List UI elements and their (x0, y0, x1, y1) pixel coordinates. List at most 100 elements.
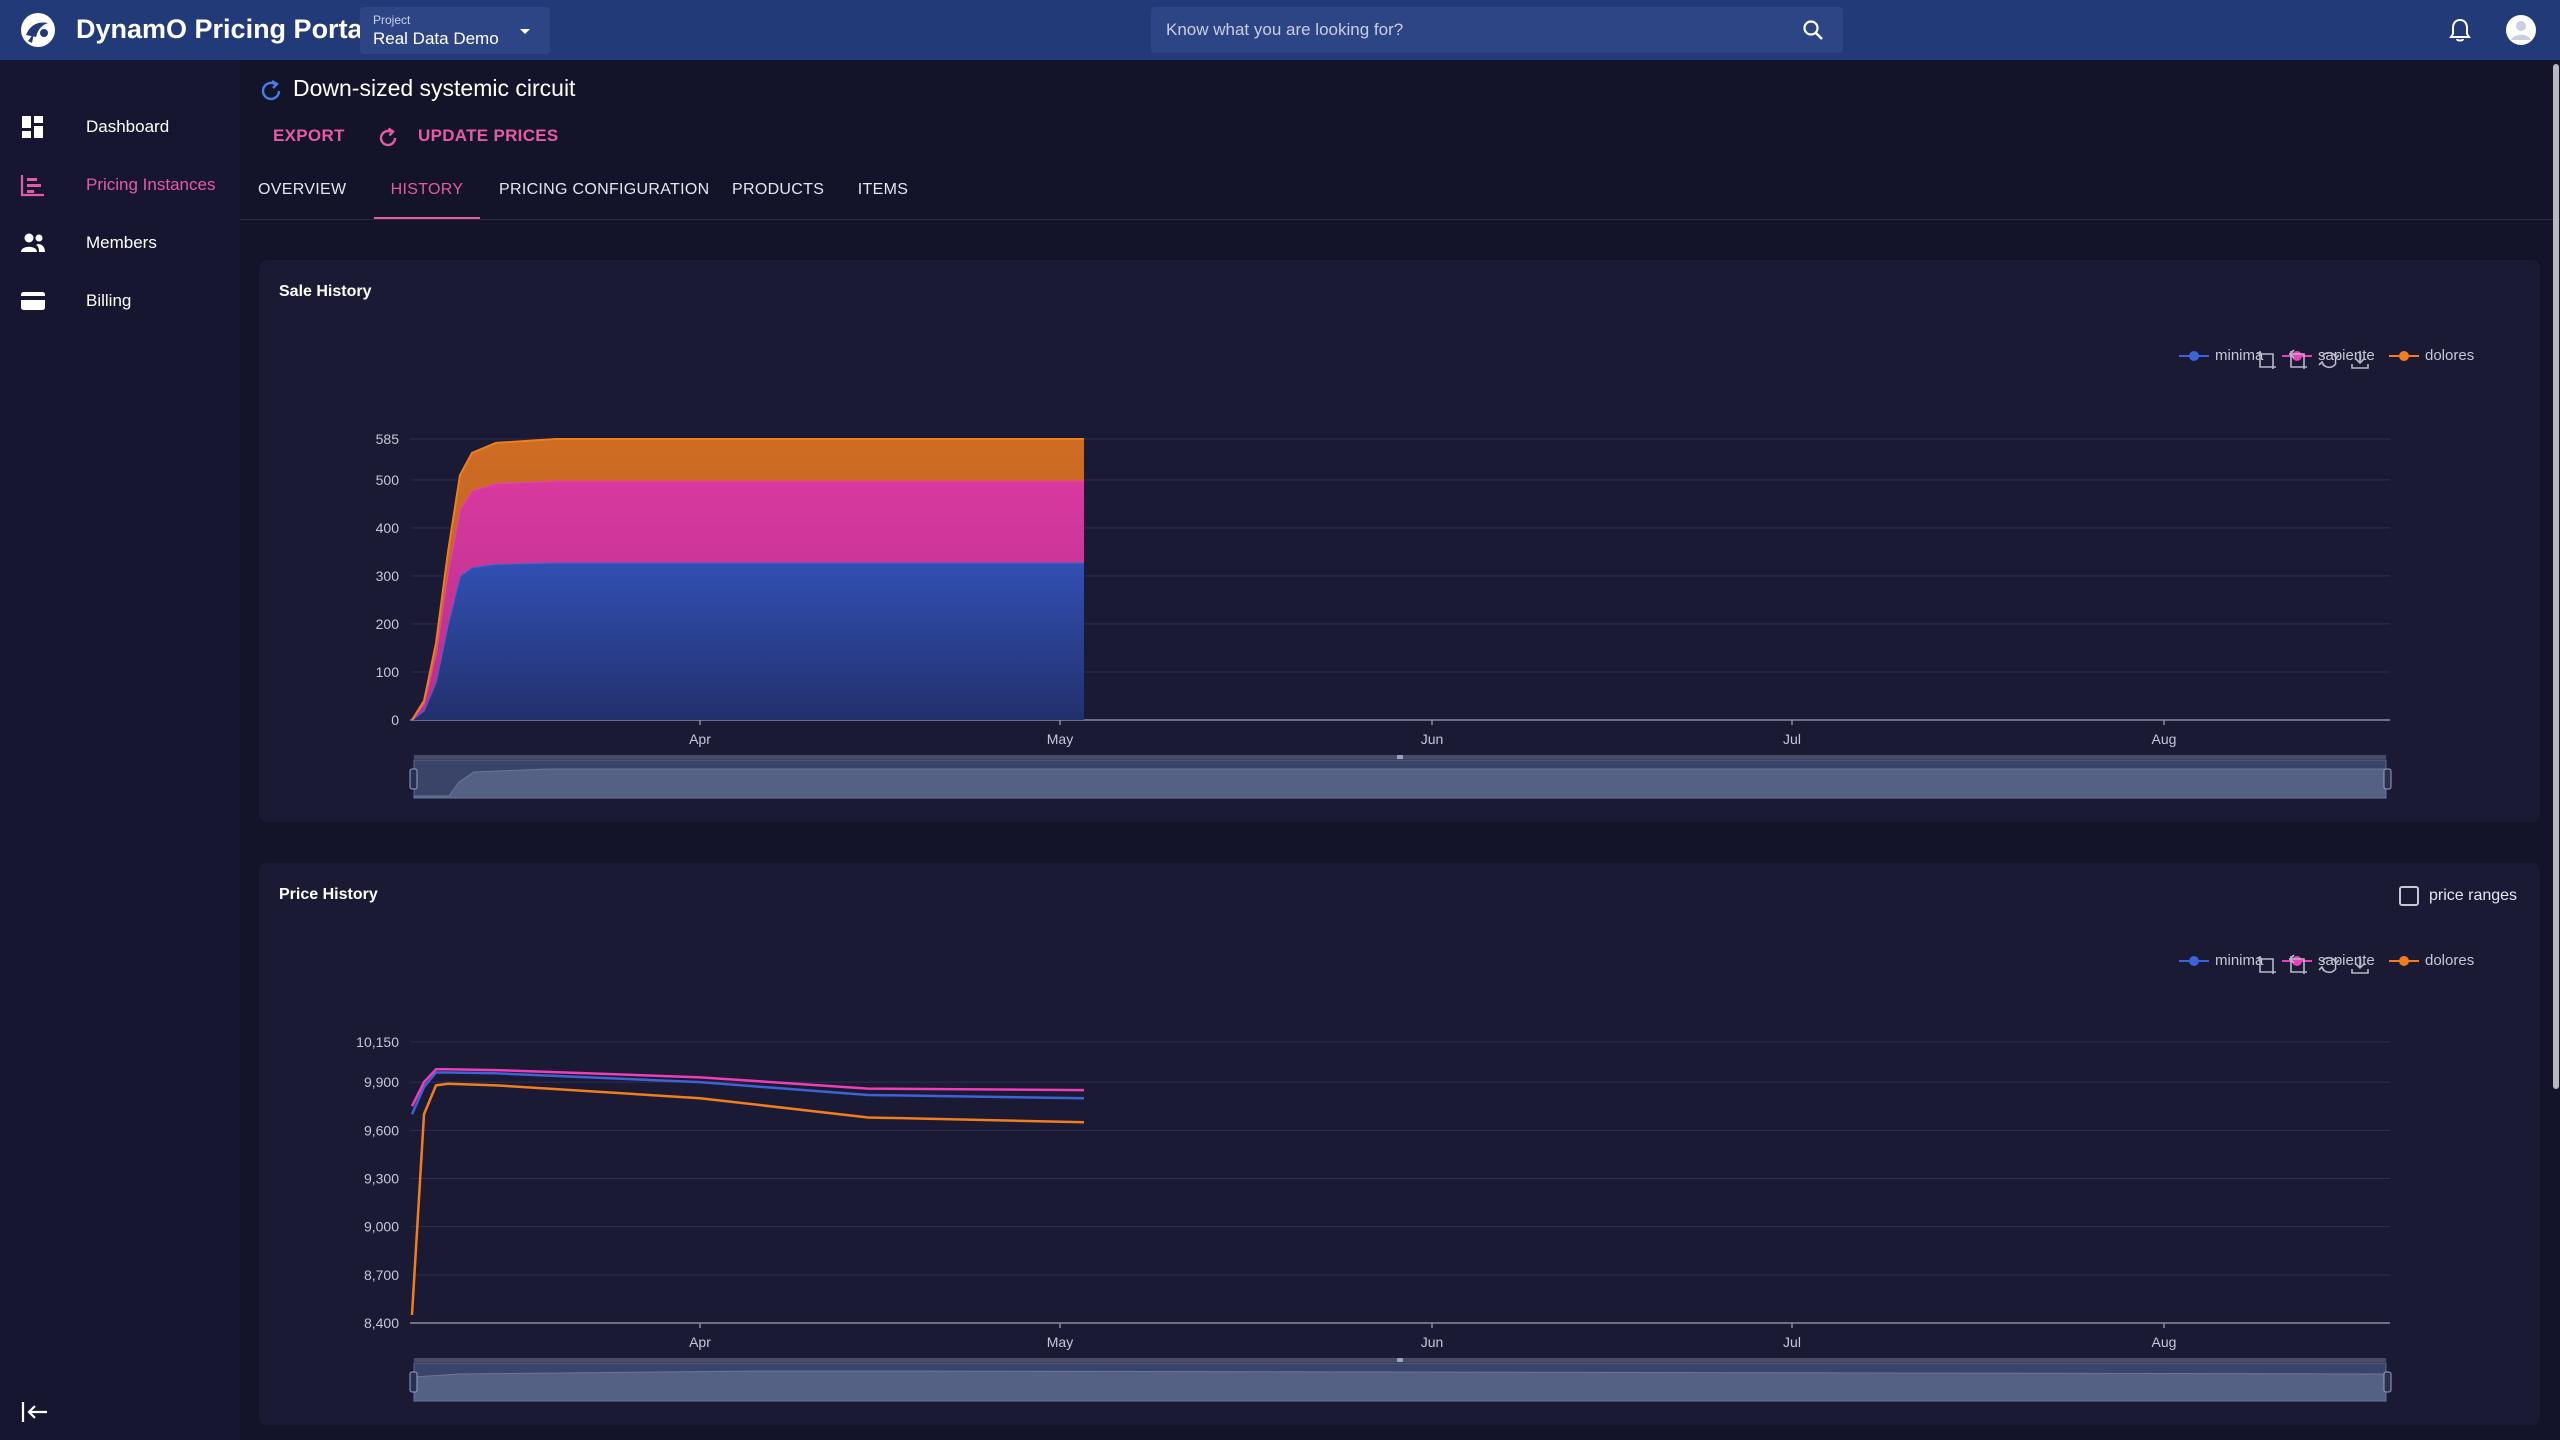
legend-label: dolores (2425, 347, 2475, 364)
chart-toolbox (2255, 348, 2375, 374)
datazoom-handle-left (409, 768, 418, 790)
billing-icon (21, 292, 45, 310)
price-history-title: Price History (279, 886, 378, 903)
y-tick-label: 9,300 (364, 1170, 399, 1186)
zoom-reset-icon[interactable] (2286, 348, 2310, 372)
sidebar-item-billing[interactable]: Billing (0, 273, 240, 329)
dynamo-logo-icon[interactable] (18, 11, 58, 49)
sidebar-item-label: Members (86, 233, 157, 252)
x-tick-label: Jun (1421, 731, 1444, 747)
project-select-value: Real Data Demo (373, 29, 499, 48)
sidebar-item-label: Dashboard (86, 117, 170, 136)
y-tick-label: 0 (391, 712, 399, 728)
y-tick-label: 9,900 (364, 1074, 399, 1090)
line-sapiente (410, 1068, 1085, 1107)
price-ranges-label: price ranges (2429, 887, 2518, 904)
legend-marker-icon (2389, 956, 2419, 966)
tab-overview[interactable]: OVERVIEW (258, 181, 347, 198)
x-tick-label: May (1047, 1334, 1073, 1350)
x-tick-label: Jul (1783, 731, 1801, 747)
datazoom-handle-left (409, 1371, 418, 1393)
legend-marker-icon (2389, 351, 2419, 361)
sale-history-title: Sale History (279, 283, 372, 300)
datazoom-grip (1397, 1358, 1403, 1362)
download-icon[interactable] (2348, 953, 2372, 977)
chevron-down-icon (520, 29, 530, 34)
x-tick-label: Apr (689, 731, 711, 747)
datazoom-preview (413, 768, 2387, 799)
y-tick-label: 100 (376, 664, 400, 680)
y-tick-label: 8,700 (364, 1267, 399, 1283)
project-select[interactable]: Project Real Data Demo (360, 7, 550, 54)
x-tick-label: Aug (2152, 1334, 2177, 1350)
x-tick-label: Jun (1421, 1334, 1444, 1350)
tab-pricing-configuration[interactable]: PRICING CONFIGURATION (499, 181, 710, 198)
tab-history[interactable]: HISTORY (374, 172, 480, 220)
search-icon[interactable] (1801, 18, 1825, 42)
update-prices-label: UPDATE PRICES (418, 126, 559, 145)
search-input[interactable] (1166, 7, 1786, 53)
area-dolores (412, 439, 1084, 720)
y-tick-label: 10,150 (356, 1034, 399, 1050)
refresh-status-icon (261, 79, 281, 101)
sidebar-item-dashboard[interactable]: Dashboard (0, 99, 240, 155)
restore-icon[interactable] (2317, 953, 2341, 977)
update-prices-button[interactable]: UPDATE PRICES (376, 126, 559, 154)
y-tick-label: 9,000 (364, 1219, 399, 1235)
y-tick-label: 9,600 (364, 1122, 399, 1138)
y-tick-label: 8,400 (364, 1315, 399, 1331)
legend-label: minima (2215, 952, 2264, 969)
chart-toolbox (2255, 953, 2375, 979)
legend-marker-icon (2179, 351, 2209, 361)
notifications-bell-icon[interactable] (2446, 16, 2474, 44)
y-tick-label: 500 (376, 472, 400, 488)
zoom-select-icon[interactable] (2255, 953, 2279, 977)
sale-history-chart[interactable]: 0 100 200 300 400 500 585 Apr May Jun Jul Aug (259, 260, 2540, 822)
top-app-bar: DynamO Pricing Portal Project Real Data … (0, 0, 2560, 60)
price-ranges-checkbox[interactable] (2399, 886, 2419, 906)
user-avatar-icon[interactable] (2505, 14, 2537, 46)
legend-label: minima (2215, 347, 2264, 364)
datazoom-grip (1397, 755, 1403, 759)
members-icon (21, 233, 45, 252)
price-history-chart[interactable]: 8,400 8,700 9,000 9,300 9,600 9,900 10,150 Apr M… (259, 863, 2540, 1425)
datazoom-preview (413, 1370, 2387, 1402)
price-history-panel: Price History price ranges minima sapien… (259, 863, 2540, 1425)
sidebar-item-label: Pricing Instances (86, 175, 216, 194)
x-tick-label: Aug (2152, 731, 2177, 747)
y-tick-label: 400 (376, 520, 400, 536)
line-dolores (410, 1082, 1085, 1316)
page-title: Down-sized systemic circuit (293, 75, 576, 101)
zoom-reset-icon[interactable] (2286, 953, 2310, 977)
legend-label: dolores (2425, 952, 2475, 969)
search-box[interactable] (1151, 7, 1843, 53)
y-tick-label: 200 (376, 616, 400, 632)
restore-icon[interactable] (2317, 348, 2341, 372)
sale-history-panel: Sale History minima sapiente dolores 0 10… (259, 260, 2540, 822)
sidebar-item-members[interactable]: Members (0, 215, 240, 271)
sidebar-item-label: Billing (86, 291, 132, 310)
area-minima (412, 562, 1084, 720)
y-tick-label: 300 (376, 568, 400, 584)
collapse-sidebar-icon[interactable] (20, 1398, 50, 1426)
tab-divider (240, 219, 2560, 220)
page-scrollbar[interactable] (2553, 64, 2559, 1089)
x-tick-label: May (1047, 731, 1073, 747)
datazoom-handle-right (2383, 768, 2392, 790)
sidebar-item-pricing-instances[interactable]: Pricing Instances (0, 157, 240, 213)
line-minima (410, 1071, 1085, 1115)
pricing-instances-icon (20, 175, 44, 197)
export-button[interactable]: EXPORT (273, 126, 345, 145)
line-dolores (411, 438, 1084, 721)
download-icon[interactable] (2348, 348, 2372, 372)
dashboard-icon (22, 116, 43, 138)
app-title: DynamO Pricing Portal (76, 14, 371, 44)
x-tick-label: Jul (1783, 1334, 1801, 1350)
area-sapiente (412, 480, 1084, 720)
refresh-icon (379, 127, 397, 147)
y-tick-label: 585 (376, 431, 400, 447)
tab-products[interactable]: PRODUCTS (732, 181, 825, 198)
legend-marker-icon (2179, 956, 2209, 966)
tab-items[interactable]: ITEMS (857, 181, 909, 198)
zoom-select-icon[interactable] (2255, 348, 2279, 372)
